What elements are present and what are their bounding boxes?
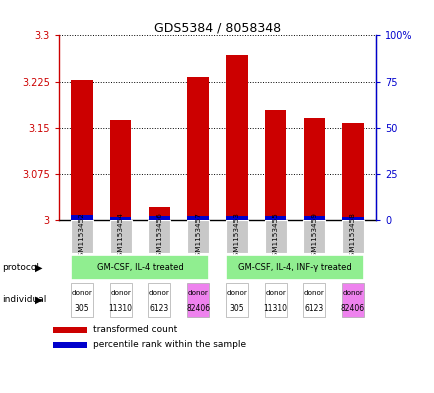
Bar [148,207,170,220]
Text: ▶: ▶ [34,263,42,273]
Text: GSM1153458: GSM1153458 [349,212,355,261]
Text: 11310: 11310 [108,305,132,313]
Text: GM-CSF, IL-4 treated: GM-CSF, IL-4 treated [96,263,183,272]
Title: GDS5384 / 8058348: GDS5384 / 8058348 [154,21,280,34]
Text: GSM1153459: GSM1153459 [311,212,316,261]
Text: 6123: 6123 [304,305,323,313]
Text: individual: individual [2,296,46,304]
Text: transformed count: transformed count [92,325,176,334]
Text: donor: donor [71,290,92,296]
Bar [109,283,132,317]
Bar [264,217,286,220]
Text: protocol: protocol [2,263,39,272]
Text: GM-CSF, IL-4, INF-γ treated: GM-CSF, IL-4, INF-γ treated [237,263,351,272]
Bar [187,77,208,220]
Bar [110,217,131,220]
Bar [302,220,325,253]
Bar [53,342,86,348]
Text: percentile rank within the sample: percentile rank within the sample [92,340,245,349]
Bar [187,220,209,253]
Text: donor: donor [265,290,286,296]
Text: donor: donor [303,290,324,296]
Text: 305: 305 [229,305,243,313]
Bar [71,80,92,220]
Bar [225,255,363,280]
Bar [109,220,132,253]
Bar [303,217,324,220]
Text: 82406: 82406 [186,305,210,313]
Bar [148,283,170,317]
Bar [264,220,286,253]
Text: GSM1153456: GSM1153456 [156,212,162,261]
Text: donor: donor [110,290,131,296]
Text: GSM1153452: GSM1153452 [79,212,85,261]
Bar [110,120,131,220]
Bar [264,283,286,317]
Text: 305: 305 [75,305,89,313]
Bar [187,283,209,317]
Bar [341,283,363,317]
Text: GSM1153454: GSM1153454 [118,212,123,261]
Bar [71,283,93,317]
Bar [342,123,363,220]
Bar [225,283,247,317]
Text: GSM1153457: GSM1153457 [195,212,201,261]
Bar [226,216,247,220]
Bar [71,255,209,280]
Bar [71,215,92,220]
Bar [148,217,170,220]
Text: 82406: 82406 [340,305,364,313]
Bar [187,216,208,220]
Bar [303,118,324,220]
Text: GSM1153455: GSM1153455 [272,212,278,261]
Bar [264,110,286,220]
Bar [225,220,247,253]
Text: donor: donor [187,290,208,296]
Text: donor: donor [342,290,363,296]
Text: GSM1153453: GSM1153453 [233,212,239,261]
Text: 6123: 6123 [149,305,169,313]
Bar [342,217,363,220]
Bar [226,55,247,220]
Bar [341,220,363,253]
Text: 11310: 11310 [263,305,287,313]
Text: ▶: ▶ [34,295,42,305]
Text: donor: donor [226,290,247,296]
Bar [302,283,325,317]
Bar [148,220,170,253]
Text: donor: donor [148,290,169,296]
Bar [71,220,93,253]
Bar [53,327,86,332]
